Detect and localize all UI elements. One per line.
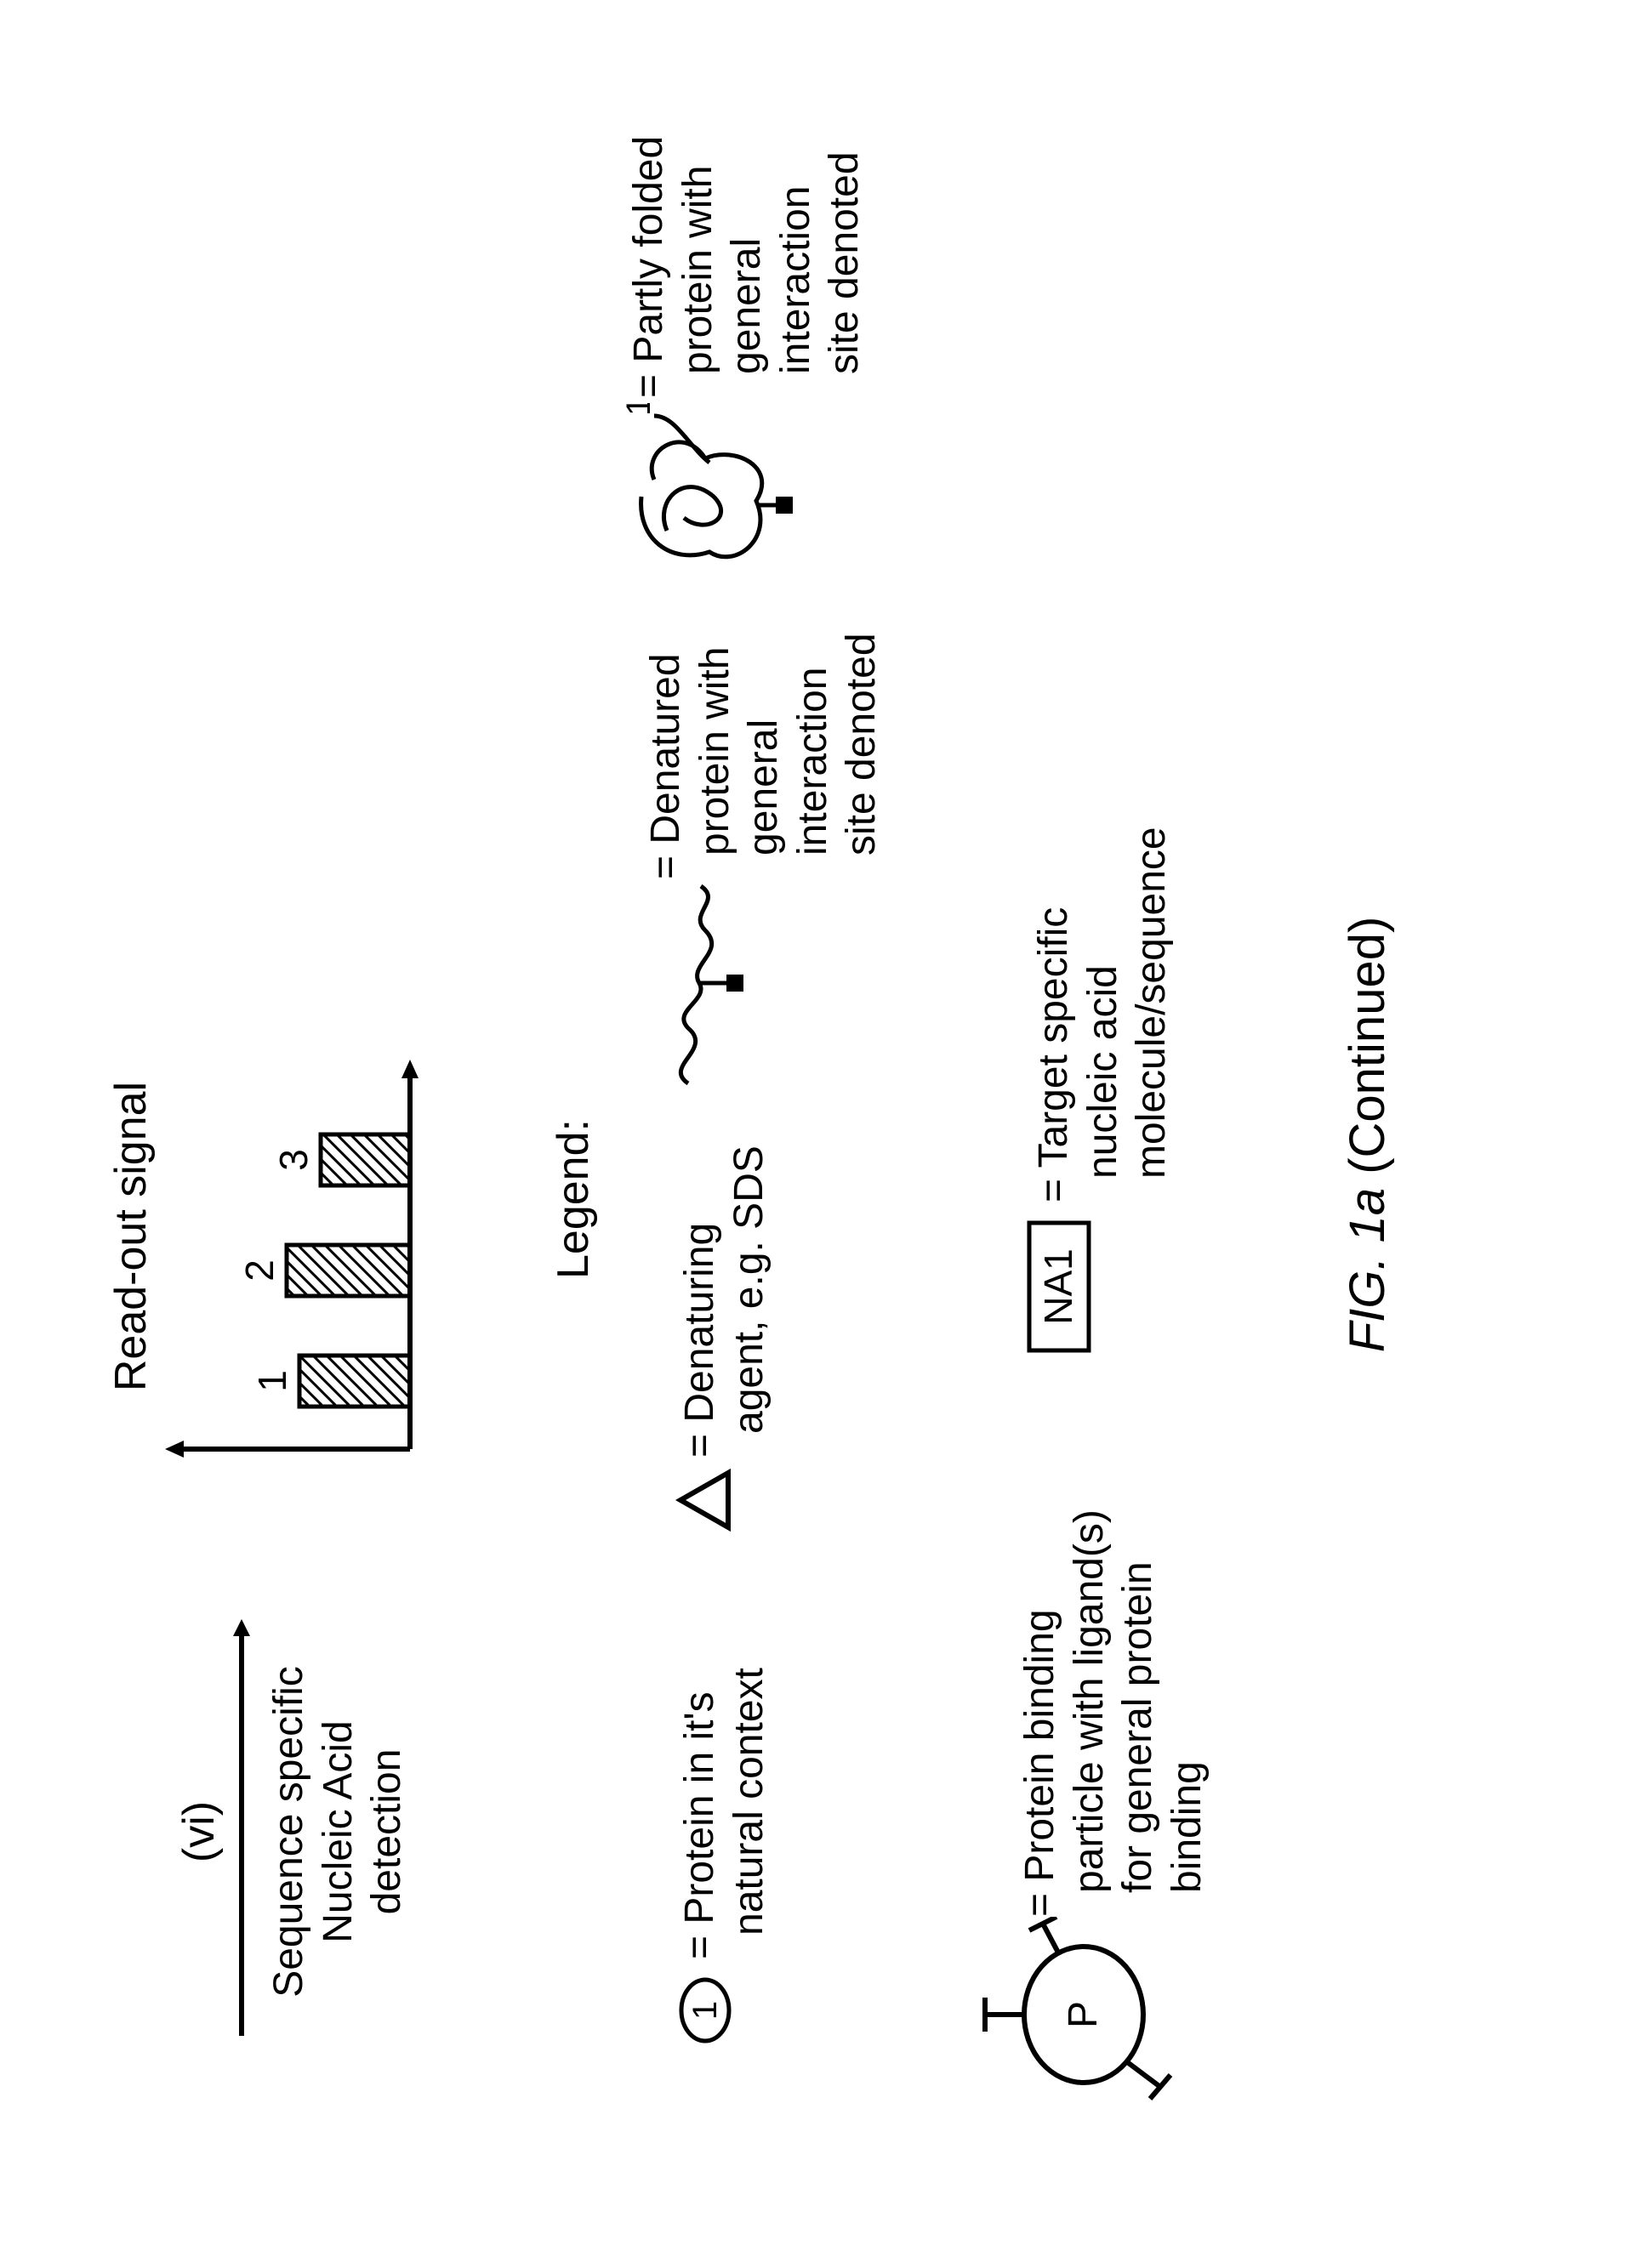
legend-text: agent, e.g. SDS xyxy=(725,1145,774,1458)
legend-text: site denoted xyxy=(820,135,869,397)
p-label: P xyxy=(1061,2000,1106,2027)
na1-box-icon: NA1 xyxy=(1024,1202,1101,1356)
bar xyxy=(299,1356,410,1407)
arrow-label-l1: Sequence specific xyxy=(265,1619,314,2044)
arrow-label-l3: detection xyxy=(362,1619,412,2044)
step-arrow-block: (vi) Sequence specific Nucleic Acid dete… xyxy=(174,1619,412,2044)
legend-text: = Denatured xyxy=(641,633,691,879)
arrow-label-l2: Nucleic Acid xyxy=(314,1619,363,2044)
chart-title: Read-out signal xyxy=(105,1015,157,1458)
legend-text: = Protein binding xyxy=(1016,1509,1065,1917)
legend-text: = Protein in it's xyxy=(675,1668,725,1959)
legend-text: protein with xyxy=(691,633,740,879)
arrow-svg xyxy=(231,1619,257,2044)
oval-1-label: 1 xyxy=(686,2000,724,2019)
legend-denatured-protein: = Denatured protein with general interac… xyxy=(641,633,886,1092)
legend-text: binding xyxy=(1163,1509,1212,1917)
legend-text: interaction xyxy=(772,135,821,397)
bar-label: 3 xyxy=(271,1149,316,1171)
particle-p-icon: P xyxy=(965,1917,1186,2112)
legend-partly-folded: 1 = Partly folded protein with general i… xyxy=(624,135,869,581)
legend-binding-particle: P = Protein binding particle with ligand… xyxy=(965,1509,1211,2112)
caption-prefix: FIG. 1a xyxy=(1340,1187,1395,1351)
chart-svg: 1 2 3 xyxy=(163,1049,419,1492)
bar xyxy=(287,1245,410,1296)
legend-text: interaction xyxy=(789,633,838,879)
oval-1-icon: 1 xyxy=(675,1959,735,2044)
legend-protein-natural: 1 = Protein in it's natural context xyxy=(675,1668,773,2044)
step-label: (vi) xyxy=(174,1619,225,2044)
arrow-label: Sequence specific Nucleic Acid detection xyxy=(265,1619,412,2044)
page-content: (vi) Sequence specific Nucleic Acid dete… xyxy=(97,114,1543,2155)
caption-suffix: (Continued) xyxy=(1340,916,1395,1187)
legend-text: natural context xyxy=(725,1668,774,1959)
legend-text: = Partly folded xyxy=(624,135,674,397)
legend-text: protein with xyxy=(674,135,723,397)
legend-text: particle with ligand(s) xyxy=(1065,1509,1114,1917)
bar xyxy=(321,1134,410,1185)
legend-text: general xyxy=(722,135,772,397)
triangle-icon xyxy=(675,1458,735,1534)
blob-label: 1 xyxy=(624,403,658,416)
legend-text: general xyxy=(739,633,789,879)
legend-text: = Target specific xyxy=(1029,827,1079,1202)
readout-chart: Read-out signal 1 2 3 xyxy=(105,1015,423,1492)
bar-label: 1 xyxy=(250,1370,294,1392)
blob-icon: 1 xyxy=(624,403,794,582)
legend-text: molecule/sequence xyxy=(1127,827,1176,1202)
na1-label: NA1 xyxy=(1036,1248,1080,1324)
legend-text: for general protein xyxy=(1113,1509,1163,1917)
legend-title: Legend: xyxy=(548,1119,599,1279)
squiggle-icon xyxy=(641,879,769,1092)
legend-text: site denoted xyxy=(837,633,886,879)
figure-caption: FIG. 1a (Continued) xyxy=(1339,114,1396,2155)
legend-text: nucleic acid xyxy=(1079,827,1128,1202)
legend-denaturing-agent: = Denaturing agent, e.g. SDS xyxy=(675,1145,773,1534)
legend-na1: NA1 = Target specific nucleic acid molec… xyxy=(1024,827,1176,1356)
legend-text: = Denaturing xyxy=(675,1145,725,1458)
bar-label: 2 xyxy=(237,1259,282,1282)
